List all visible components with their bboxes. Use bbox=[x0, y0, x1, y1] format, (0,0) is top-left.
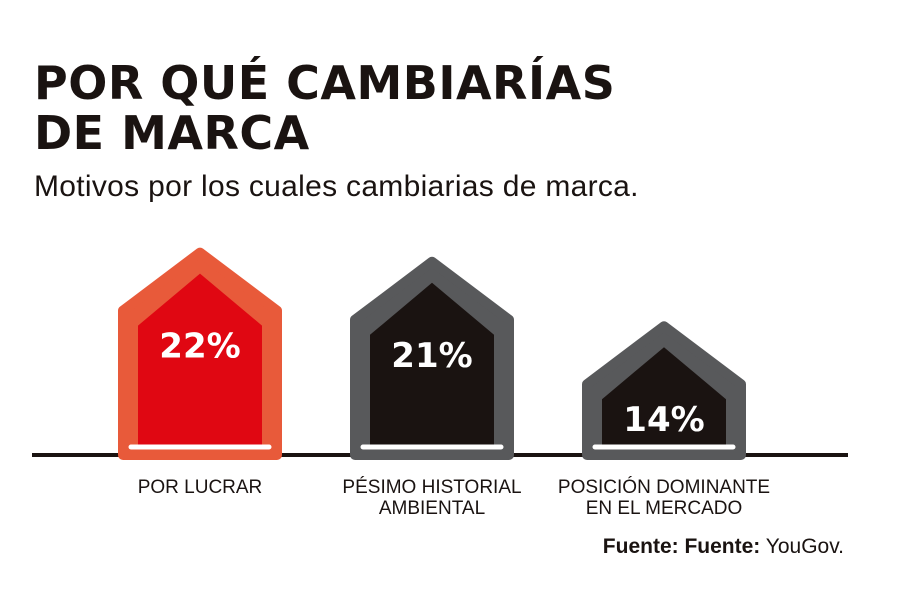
category-label-1-0: PÉSIMO HISTORIAL bbox=[342, 477, 521, 498]
category-label-2-1: EN EL MERCADO bbox=[586, 498, 743, 519]
chart-title-line2: DE MARCA bbox=[34, 106, 310, 160]
value-label-1: 21% bbox=[391, 336, 472, 376]
category-label-2-0: POSICIÓN DOMINANTE bbox=[558, 476, 770, 498]
value-label-2: 14% bbox=[623, 400, 704, 440]
bar-2 bbox=[602, 347, 726, 445]
category-label-0-0: POR LUCRAR bbox=[138, 477, 263, 498]
chart-title-line1: POR QUÉ CAMBIARÍAS bbox=[34, 56, 616, 110]
source-note: Fuente: Fuente: YouGov. bbox=[603, 535, 844, 559]
source-name: YouGov. bbox=[765, 535, 844, 558]
bar-1 bbox=[370, 282, 494, 445]
source-prefix: Fuente: Fuente: bbox=[602, 535, 761, 558]
bar-0 bbox=[138, 273, 262, 445]
chart-subtitle: Motivos por los cuales cambiarias de mar… bbox=[34, 170, 639, 203]
chart-title: POR QUÉ CAMBIARÍAS DE MARCA bbox=[34, 58, 794, 158]
category-label-1-1: AMBIENTAL bbox=[379, 498, 485, 519]
value-label-0: 22% bbox=[159, 327, 240, 367]
